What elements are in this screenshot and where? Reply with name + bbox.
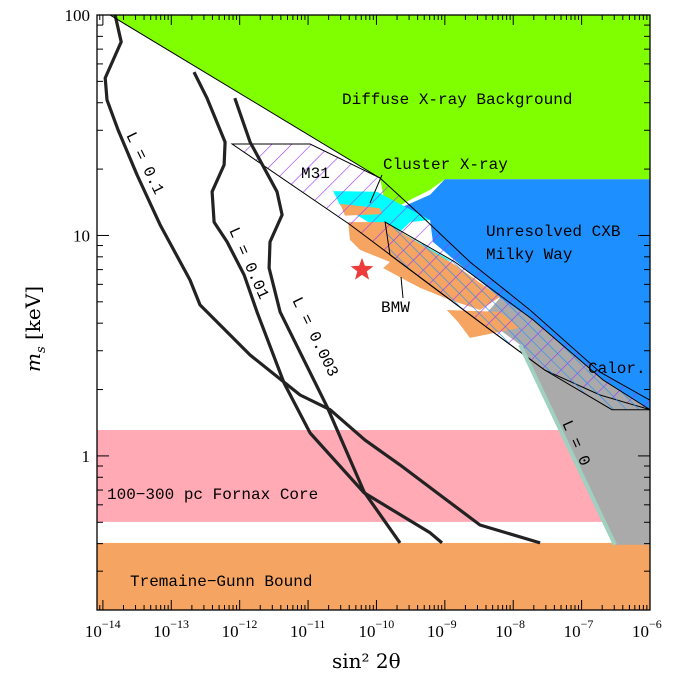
label-calor: Calor. xyxy=(588,360,646,378)
label-bmw: BMW xyxy=(381,299,410,317)
curve-l-0 xyxy=(518,343,617,546)
curve-l-0-003 xyxy=(233,97,402,544)
x-tick-label: 10−13 xyxy=(153,617,189,641)
plot-area xyxy=(97,15,650,610)
label-l0003: L = 0.003 xyxy=(288,294,342,380)
bmw-leader-line xyxy=(400,276,404,299)
x-tick-label: 10−14 xyxy=(85,617,121,641)
x-tick-label: 10−10 xyxy=(358,617,394,641)
region-calor xyxy=(485,297,650,545)
label-tremaine-gunn: Tremaine−Gunn Bound xyxy=(130,573,312,591)
x-tick-label: 10−11 xyxy=(290,617,325,641)
label-cxb-2: Milky Way xyxy=(486,246,573,264)
label-m31: M31 xyxy=(301,165,330,183)
region-diffuse-x-ray-background xyxy=(110,15,650,209)
x-tick-label: 10−7 xyxy=(564,617,594,641)
hatched-region-unnamed xyxy=(384,221,650,411)
axis-ticks: 10−14 10−13 10−12 10−11 10−10 10−9 10−8 10−7 10−… xyxy=(65,6,662,641)
x-axis-title: sin² 2θ xyxy=(332,649,401,673)
x-tick-label: 10−6 xyxy=(632,617,662,641)
label-cxb-1: Unresolved CXB xyxy=(486,223,620,241)
y-tick-label: 100 xyxy=(65,6,91,25)
cluster-leader-line xyxy=(369,174,383,204)
curve-l-0-1 xyxy=(103,15,541,545)
y-axis-title: ms [keV] xyxy=(21,286,49,372)
band-tremaine-gunn-bound xyxy=(97,542,650,610)
region-unresolved-cxb-milky-way xyxy=(395,179,650,410)
x-tick-label: 10−8 xyxy=(495,617,525,641)
label-diffuse: Diffuse X-ray Background xyxy=(342,91,572,109)
y-tick-label: 1 xyxy=(82,447,91,466)
curve-l-0-01 xyxy=(192,71,444,545)
label-fornax: 100−300 pc Fornax Core xyxy=(107,486,318,504)
x-tick-label: 10−12 xyxy=(222,617,258,641)
x-tick-label: 10−9 xyxy=(427,617,457,641)
label-cluster: Cluster X-ray xyxy=(383,156,508,174)
diffuse-boundary-line xyxy=(109,15,381,179)
y-tick-label: 10 xyxy=(73,226,90,245)
star-marker xyxy=(350,257,374,280)
